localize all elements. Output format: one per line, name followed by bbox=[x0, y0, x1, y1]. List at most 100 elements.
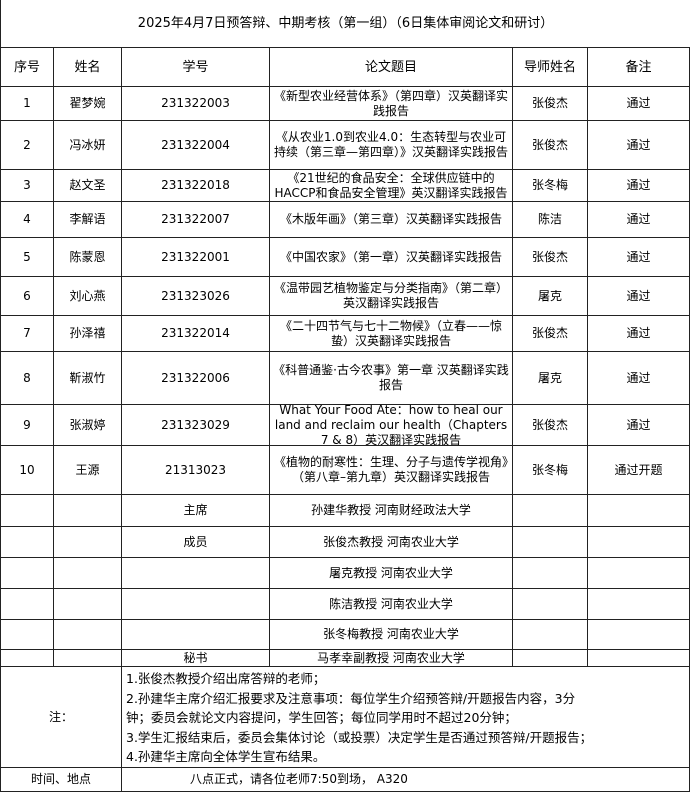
header-cell: 论文题目 bbox=[270, 48, 513, 87]
note-line: 4.孙建华主席向全体学生宣布结果。 bbox=[126, 749, 326, 764]
table-cell: 231322006 bbox=[122, 352, 270, 405]
table-cell: 张俊杰 bbox=[513, 316, 588, 352]
table-cell: 8 bbox=[1, 352, 54, 405]
empty-cell bbox=[588, 620, 690, 650]
table-cell: 231322007 bbox=[122, 202, 270, 238]
table-cell: 刘心燕 bbox=[54, 277, 122, 316]
empty-cell bbox=[588, 589, 690, 620]
committee-member: 张俊杰教授 河南农业大学 bbox=[270, 527, 513, 558]
empty-cell bbox=[513, 527, 588, 558]
empty-cell bbox=[122, 620, 270, 650]
table-cell: 孙泽禧 bbox=[54, 316, 122, 352]
sheet-title: 2025年4月7日预答辩、中期考核（第一组）（6日集体审阅论文和研讨） bbox=[1, 0, 690, 48]
table-cell: 10 bbox=[1, 446, 54, 495]
empty-cell bbox=[513, 495, 588, 527]
empty-cell bbox=[54, 558, 122, 589]
table-cell: 《中国农家》（第一章）汉英翻译实践报告 bbox=[270, 238, 513, 277]
table-cell: 1 bbox=[1, 87, 54, 121]
table-cell: 《新型农业经营体系》（第四章）汉英翻译实践报告 bbox=[270, 87, 513, 121]
table-cell: 通过开题 bbox=[588, 446, 690, 495]
empty-cell bbox=[1, 527, 54, 558]
table-cell: 9 bbox=[1, 405, 54, 446]
table-cell: 通过 bbox=[588, 170, 690, 202]
table-cell: 231322001 bbox=[122, 238, 270, 277]
header-cell: 序号 bbox=[1, 48, 54, 87]
time-label: 时间、地点 bbox=[1, 768, 122, 792]
notes: 1.张俊杰教授介绍出席答辩的老师； 2.孙建华主席介绍汇报要求及注意事项：每位学生… bbox=[122, 667, 690, 768]
empty-cell bbox=[1, 650, 54, 667]
empty-cell bbox=[54, 527, 122, 558]
table-cell: 231322004 bbox=[122, 121, 270, 170]
table-cell: 屠克 bbox=[513, 277, 588, 316]
empty-cell bbox=[513, 589, 588, 620]
committee-member: 孙建华教授 河南财经政法大学 bbox=[270, 495, 513, 527]
table-cell: 《从农业1.0到农业4.0：生态转型与农业可持续（第三章—第四章）》汉英翻译实践… bbox=[270, 121, 513, 170]
table-cell: 7 bbox=[1, 316, 54, 352]
empty-cell bbox=[122, 589, 270, 620]
table-cell: 4 bbox=[1, 202, 54, 238]
table-cell: 《21世纪的食品安全：全球供应链中的HACCP和食品安全管理》英汉翻译实践报告 bbox=[270, 170, 513, 202]
table-cell: 王源 bbox=[54, 446, 122, 495]
empty-cell bbox=[513, 620, 588, 650]
table-cell: 通过 bbox=[588, 87, 690, 121]
empty-cell bbox=[588, 527, 690, 558]
table-cell: 231322018 bbox=[122, 170, 270, 202]
table-cell: 张俊杰 bbox=[513, 238, 588, 277]
committee-member: 马孝幸副教授 河南农业大学 bbox=[270, 650, 513, 667]
role-label: 秘书 bbox=[122, 650, 270, 667]
table-cell: What Your Food Ate：how to heal our land … bbox=[270, 405, 513, 446]
table-cell: 6 bbox=[1, 277, 54, 316]
empty-cell bbox=[588, 495, 690, 527]
empty-cell bbox=[122, 558, 270, 589]
header-cell: 姓名 bbox=[54, 48, 122, 87]
empty-cell bbox=[588, 558, 690, 589]
table-cell: 3 bbox=[1, 170, 54, 202]
table-cell: 张俊杰 bbox=[513, 121, 588, 170]
table-cell: 冯冰妍 bbox=[54, 121, 122, 170]
table-cell: 张冬梅 bbox=[513, 170, 588, 202]
empty-cell bbox=[513, 558, 588, 589]
header-cell: 学号 bbox=[122, 48, 270, 87]
note-line: 3.学生汇报结束后，委员会集体讨论（或投票）决定学生是否通过预答辩/开题报告； bbox=[126, 729, 593, 745]
committee-member: 张冬梅教授 河南农业大学 bbox=[270, 620, 513, 650]
table-cell: 通过 bbox=[588, 352, 690, 405]
empty-cell bbox=[54, 589, 122, 620]
table-cell: 靳淑竹 bbox=[54, 352, 122, 405]
table-cell: 通过 bbox=[588, 121, 690, 170]
empty-cell bbox=[1, 558, 54, 589]
table-cell: 张俊杰 bbox=[513, 87, 588, 121]
table-cell: 屠克 bbox=[513, 352, 588, 405]
header-cell: 导师姓名 bbox=[513, 48, 588, 87]
table-cell: 《二十四节气与七十二物候》（立春——惊蛰）汉英翻译实践报告 bbox=[270, 316, 513, 352]
table-cell: 张冬梅 bbox=[513, 446, 588, 495]
table-cell: 通过 bbox=[588, 202, 690, 238]
empty-cell bbox=[1, 589, 54, 620]
empty-cell bbox=[54, 650, 122, 667]
notes-label: 注： bbox=[1, 667, 122, 768]
time-place: 八点正式，请各位老师7:50到场， A320 bbox=[122, 768, 690, 792]
table-cell: 《木版年画》（第三章）汉英翻译实践报告 bbox=[270, 202, 513, 238]
table-cell: 翟梦婉 bbox=[54, 87, 122, 121]
header-cell: 备注 bbox=[588, 48, 690, 87]
table-cell: 陈蒙恩 bbox=[54, 238, 122, 277]
table-cell: 通过 bbox=[588, 277, 690, 316]
committee-member: 陈洁教授 河南农业大学 bbox=[270, 589, 513, 620]
table-cell: 《植物的耐寒性：生理、分子与遗传学视角》（第八章–第九章）英汉翻译实践报告 bbox=[270, 446, 513, 495]
table-cell: 5 bbox=[1, 238, 54, 277]
table-cell: 《温带园艺植物鉴定与分类指南》（第二章）英汉翻译实践报告 bbox=[270, 277, 513, 316]
table-cell: 李解语 bbox=[54, 202, 122, 238]
table-cell: 231323026 bbox=[122, 277, 270, 316]
empty-cell bbox=[54, 620, 122, 650]
table-cell: 2 bbox=[1, 121, 54, 170]
table-cell: 通过 bbox=[588, 405, 690, 446]
role-label: 主席 bbox=[122, 495, 270, 527]
empty-cell bbox=[513, 650, 588, 667]
table-cell: 通过 bbox=[588, 316, 690, 352]
role-label: 成员 bbox=[122, 527, 270, 558]
table-cell: 通过 bbox=[588, 238, 690, 277]
empty-cell bbox=[588, 650, 690, 667]
table-cell: 《科普通鉴·古今农事》第一章 汉英翻译实践报告 bbox=[270, 352, 513, 405]
note-line: 1.张俊杰教授介绍出席答辩的老师； bbox=[126, 671, 326, 686]
table-cell: 张淑婷 bbox=[54, 405, 122, 446]
